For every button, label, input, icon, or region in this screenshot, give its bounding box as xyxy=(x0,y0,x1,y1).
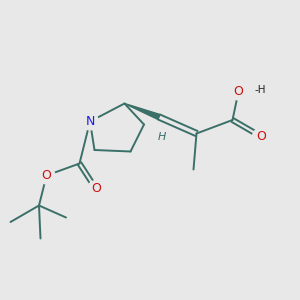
Circle shape xyxy=(230,83,247,100)
Text: O: O xyxy=(42,169,51,182)
Circle shape xyxy=(88,181,104,197)
Circle shape xyxy=(253,128,269,145)
Circle shape xyxy=(38,167,55,184)
Text: N: N xyxy=(85,115,95,128)
Text: O: O xyxy=(234,85,243,98)
Circle shape xyxy=(82,113,98,130)
Text: O: O xyxy=(91,182,101,196)
Text: H: H xyxy=(158,131,166,142)
Circle shape xyxy=(155,130,169,143)
Text: O: O xyxy=(256,130,266,143)
Polygon shape xyxy=(124,103,160,119)
Text: -H: -H xyxy=(254,85,266,95)
